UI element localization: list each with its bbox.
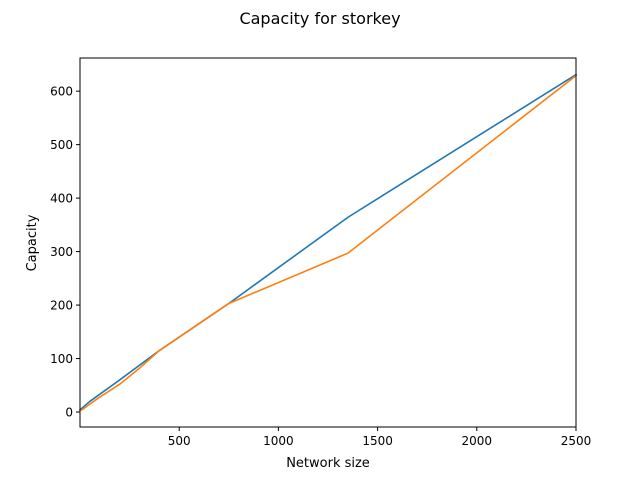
- x-axis-label: Network size: [286, 456, 370, 471]
- axes-frame: [79, 57, 577, 428]
- y-tick-label: 200: [50, 299, 73, 313]
- x-tick-label: 1500: [362, 434, 393, 448]
- y-tick-label: 600: [50, 85, 73, 99]
- x-tick-label: 500: [168, 434, 191, 448]
- x-tick-label: 1000: [263, 434, 294, 448]
- y-tick-label: 0: [65, 406, 73, 420]
- y-tick-label: 100: [50, 352, 73, 366]
- y-axis-label: Capacity: [25, 214, 40, 271]
- y-tick-label: 500: [50, 138, 73, 152]
- x-tick-label: 2000: [462, 434, 493, 448]
- y-tick-label: 400: [50, 192, 73, 206]
- x-tick-label: 2500: [561, 434, 592, 448]
- series-line-2: [79, 74, 578, 412]
- y-tick-label: 300: [50, 245, 73, 259]
- plot-area: 500 1000 1500 2000 2500 0 100 200 300 400 500 600: [50, 57, 592, 448]
- chart-title: Capacity for storkey: [239, 9, 400, 28]
